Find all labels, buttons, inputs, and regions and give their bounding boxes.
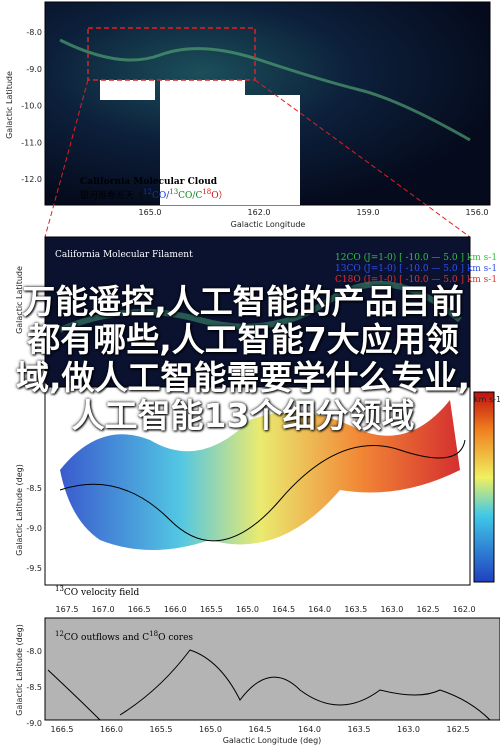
survey-text: 18 — [202, 188, 211, 196]
y-tick-label: -8.5 — [26, 683, 42, 692]
y-tick-label: -9.0 — [26, 65, 42, 74]
survey-text: 12 — [143, 188, 152, 196]
x-tick-label: 165.5 — [150, 725, 173, 734]
x-tick-label: 163.0 — [380, 605, 403, 614]
colorbar-unit: km s-1 — [474, 395, 500, 404]
x-tick-label: 165.0 — [236, 605, 259, 614]
title-text: 18 — [149, 630, 158, 638]
x-tick-label: 162.0 — [248, 208, 271, 217]
filament — [59, 38, 471, 142]
panel-title: 12CO outflows and C18O cores — [55, 630, 193, 643]
x-tick-label: 165.5 — [200, 605, 223, 614]
y-label: Galactic Latitude (deg) — [15, 624, 24, 716]
survey-text: 银河画卷巡天（ — [80, 189, 143, 201]
x-tick-label: 163.5 — [344, 605, 367, 614]
x-tick-label: 164.0 — [308, 605, 331, 614]
x-tick-label: 166.0 — [164, 605, 187, 614]
x-tick-label: 164.0 — [298, 725, 321, 734]
x-tick-label: 159.0 — [357, 208, 380, 217]
survey-text: 13 — [169, 188, 178, 196]
y-tick-label: -8.0 — [26, 647, 42, 656]
survey-text: O） — [211, 190, 227, 201]
x-tick-label: 163.0 — [397, 725, 420, 734]
survey-text: CO/C — [178, 191, 202, 201]
survey-text: CO/ — [152, 191, 170, 201]
x-tick-label: 156.0 — [466, 208, 489, 217]
title-text: 12 — [55, 630, 64, 638]
zoom-line — [44, 79, 89, 238]
survey-label: 银河画卷巡天（12CO/13CO/C18O） — [80, 188, 228, 201]
y-label: Galactic Latitude (deg) — [15, 464, 24, 556]
velocity-field — [60, 400, 460, 550]
legend-entry: 13CO (J=1-0) [ -10.0 — 5.0 ] km s-1 — [335, 263, 497, 274]
legend-entry: C18O (J=1-0) [ -10.0 — 5.0 ] km s-1 — [335, 274, 497, 285]
panel-title: California Molecular Cloud — [80, 177, 218, 187]
x-tick-label: 162.0 — [453, 605, 476, 614]
x-tick-label: 165.0 — [199, 725, 222, 734]
x-tick-label: 164.5 — [272, 605, 295, 614]
filament-spine — [47, 649, 491, 721]
y-label: Galactic Latitude — [15, 266, 24, 334]
panel-title: California Molecular Filament — [55, 250, 193, 260]
panel-title: 13CO velocity field — [55, 585, 139, 598]
mask — [245, 95, 300, 205]
x-tick-label: 162.5 — [417, 605, 440, 614]
x-label: Galactic Longitude (deg) — [223, 736, 322, 745]
x-tick-label: 166.0 — [100, 725, 123, 734]
x-tick-label: 167.5 — [56, 605, 79, 614]
y-tick-label: -12.0 — [21, 175, 42, 184]
x-tick-label: 164.5 — [249, 725, 272, 734]
x-tick-label: 167.0 — [92, 605, 115, 614]
title-text: 13 — [55, 585, 64, 593]
y-tick-label: -10.0 — [21, 102, 42, 111]
x-label: Galactic Longitude — [231, 220, 306, 229]
x-tick-label: 166.5 — [128, 605, 151, 614]
x-tick-label: 163.5 — [348, 725, 371, 734]
mask — [100, 80, 155, 100]
title-text: O cores — [158, 633, 193, 643]
y-tick-label: -8.0 — [26, 28, 42, 37]
filament-spine — [59, 439, 466, 542]
y-tick-label: -9.5 — [26, 564, 42, 573]
y-label: Galactic Latitude — [5, 71, 14, 139]
filament — [58, 281, 462, 333]
x-tick-label: 166.5 — [51, 725, 74, 734]
zoom-box — [87, 27, 256, 81]
y-tick-label: -9.0 — [26, 524, 42, 533]
outflow-map — [44, 617, 500, 721]
headline: 万能遥控,人工智能的产品目前都有哪些,人工智能7大应用领域,做人工智能需要学什么… — [15, 282, 471, 435]
title-text: CO velocity field — [64, 588, 140, 598]
x-tick-label: 165.0 — [139, 208, 162, 217]
mask — [160, 80, 245, 205]
legend-entry: 12CO (J=1-0) [ -10.0 — 5.0 ] km s-1 — [335, 252, 497, 263]
y-tick-label: -8.5 — [26, 484, 42, 493]
colorbar — [473, 391, 495, 583]
y-tick-label: -11.0 — [21, 138, 42, 147]
zoom-line — [254, 79, 471, 238]
title-text: CO outflows and C — [64, 633, 149, 643]
x-tick-label: 162.5 — [447, 725, 470, 734]
y-tick-label: -9.0 — [26, 719, 42, 728]
